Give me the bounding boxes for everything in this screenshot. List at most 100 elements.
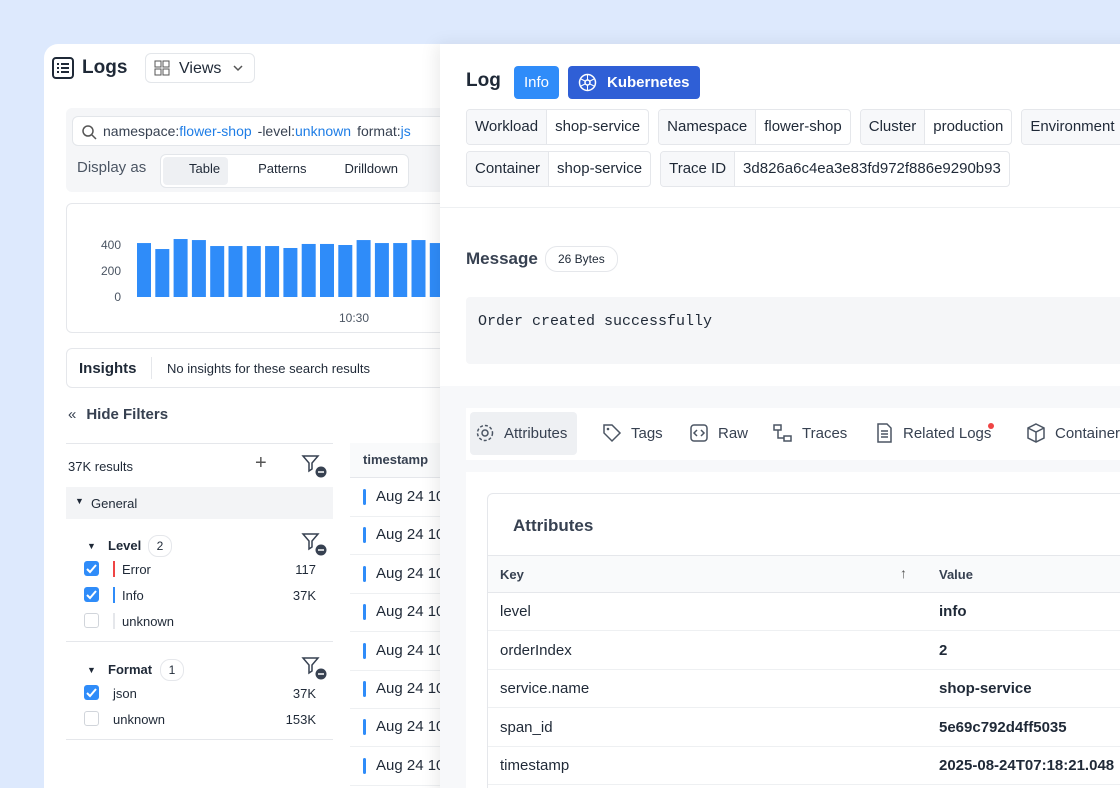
checkbox[interactable] [84, 587, 99, 602]
group-title[interactable]: Level [108, 538, 142, 553]
checkbox[interactable] [84, 685, 99, 700]
histogram: 0 200 400 10:30 [101, 238, 440, 325]
log-row[interactable]: Aug 24 10 [350, 747, 440, 786]
field-tag: Trace ID 3d826a6c4ea3e83fd972f886e9290b93 [660, 151, 1010, 187]
chevrons: « [68, 406, 77, 423]
query-value: unknown [295, 123, 352, 139]
checkbox[interactable] [84, 613, 99, 628]
message-text: Order created successfully [478, 313, 713, 330]
key-header[interactable]: Key [500, 567, 524, 582]
level-bar [363, 719, 366, 736]
field-key: Trace ID [661, 152, 736, 186]
caret: ▼ [87, 541, 96, 551]
query-value: js [400, 123, 411, 139]
field-tag: Workload shop-service [466, 109, 650, 145]
log-row[interactable]: Aug 24 10 [350, 670, 440, 709]
y-tick-label: 0 [114, 290, 121, 304]
display-mode[interactable]: Patterns [258, 161, 307, 176]
bar [301, 243, 316, 297]
bar [320, 243, 334, 297]
views-button[interactable]: Views [145, 53, 255, 83]
search-icon [82, 125, 97, 140]
attributes-header: Key ↑ Value [488, 555, 1120, 593]
general-row[interactable]: ▼ General [66, 487, 333, 519]
platform-badge: Kubernetes [568, 66, 700, 99]
bar [137, 243, 151, 297]
add-button[interactable]: + [255, 452, 267, 474]
log-detail-panel: Log Info Kubernetes Workload shop-service… [440, 44, 1120, 788]
search-input[interactable]: namespace:flower-shop -level:unknown forma… [72, 116, 452, 146]
log-row[interactable]: Aug 24 10 [350, 555, 440, 594]
level-badge: Info [514, 66, 559, 99]
chevron [233, 65, 243, 72]
bar [374, 243, 389, 297]
logs-icon [52, 57, 74, 79]
group-count: 1 [160, 659, 184, 681]
log-row[interactable]: Aug 24 10 [350, 593, 440, 633]
log-row[interactable]: Aug 24 10 [350, 478, 440, 517]
attribute-row: service.name shop-service [488, 669, 1120, 709]
tab-icon [773, 424, 792, 442]
hide-filters[interactable]: « Hide Filters [68, 406, 168, 423]
views-label: Views [179, 60, 222, 77]
checkbox[interactable] [84, 561, 99, 576]
log-row[interactable]: Aug 24 10 [350, 708, 440, 748]
tab-label: Traces [802, 425, 848, 442]
query-key: format: [357, 123, 401, 139]
item-count: 117 [295, 562, 316, 577]
field-key: Workload [467, 110, 548, 144]
bar [338, 245, 353, 297]
item-label: unknown [122, 614, 175, 629]
y-tick-label: 200 [101, 264, 121, 278]
bar [393, 243, 408, 297]
results-count: 37K results [68, 459, 134, 474]
query-value: flower-shop [179, 123, 252, 139]
tab[interactable]: Tags [597, 412, 673, 455]
tab-label: Tags [631, 425, 663, 442]
sort-arrow[interactable]: ↑ [900, 565, 907, 581]
group-title[interactable]: Format [108, 662, 153, 677]
tab-icon [690, 424, 708, 442]
filter-icon[interactable] [301, 453, 327, 479]
hide-filters-label: Hide Filters [86, 406, 169, 423]
attributes-title: Attributes [513, 516, 594, 535]
timestamp: Aug 24 10 [376, 564, 440, 582]
filter-icon[interactable] [301, 531, 327, 557]
log-row[interactable]: Aug 24 10 [350, 632, 440, 671]
notification-dot [988, 423, 994, 429]
attribute-row: level info [488, 592, 1120, 631]
tab[interactable]: Traces [768, 412, 857, 455]
grid-icon [154, 60, 170, 76]
tab-icon [603, 424, 622, 443]
display-mode[interactable]: Table [163, 157, 229, 185]
tab[interactable]: Related Logs [869, 412, 1001, 455]
tab[interactable]: Attributes [470, 412, 578, 455]
divider [151, 357, 152, 379]
tab[interactable]: Container [1021, 412, 1120, 455]
display-mode[interactable]: Drilldown [344, 161, 398, 176]
table-header: timestamp [350, 443, 450, 478]
group-count: 2 [148, 535, 172, 557]
attribute-key: timestamp [500, 757, 570, 775]
field-key: Cluster [860, 110, 926, 144]
check [86, 688, 97, 698]
timestamp: Aug 24 10 [376, 718, 440, 736]
bar [246, 246, 261, 297]
checkbox[interactable] [84, 711, 99, 726]
attribute-row: orderIndex 2 [488, 631, 1120, 670]
filter-icon[interactable] [301, 655, 327, 681]
field-row: Container shop-service Trace ID 3d826a6c4ea… [466, 151, 1010, 187]
field-key: Environment [1022, 110, 1120, 144]
timestamp: Aug 24 10 [376, 641, 440, 659]
tab-icon [476, 424, 494, 442]
log-row[interactable]: Aug 24 10 [350, 516, 440, 556]
item-label: json [113, 686, 137, 701]
item-label: unknown [113, 712, 166, 727]
kubernetes-icon [578, 73, 597, 92]
tab[interactable]: Raw [684, 412, 758, 455]
attribute-key: span_id [500, 718, 553, 736]
field-value: production [933, 118, 1004, 135]
display-mode-group: Table Patterns Drilldown [160, 154, 409, 188]
detail-title: Log [466, 70, 501, 91]
